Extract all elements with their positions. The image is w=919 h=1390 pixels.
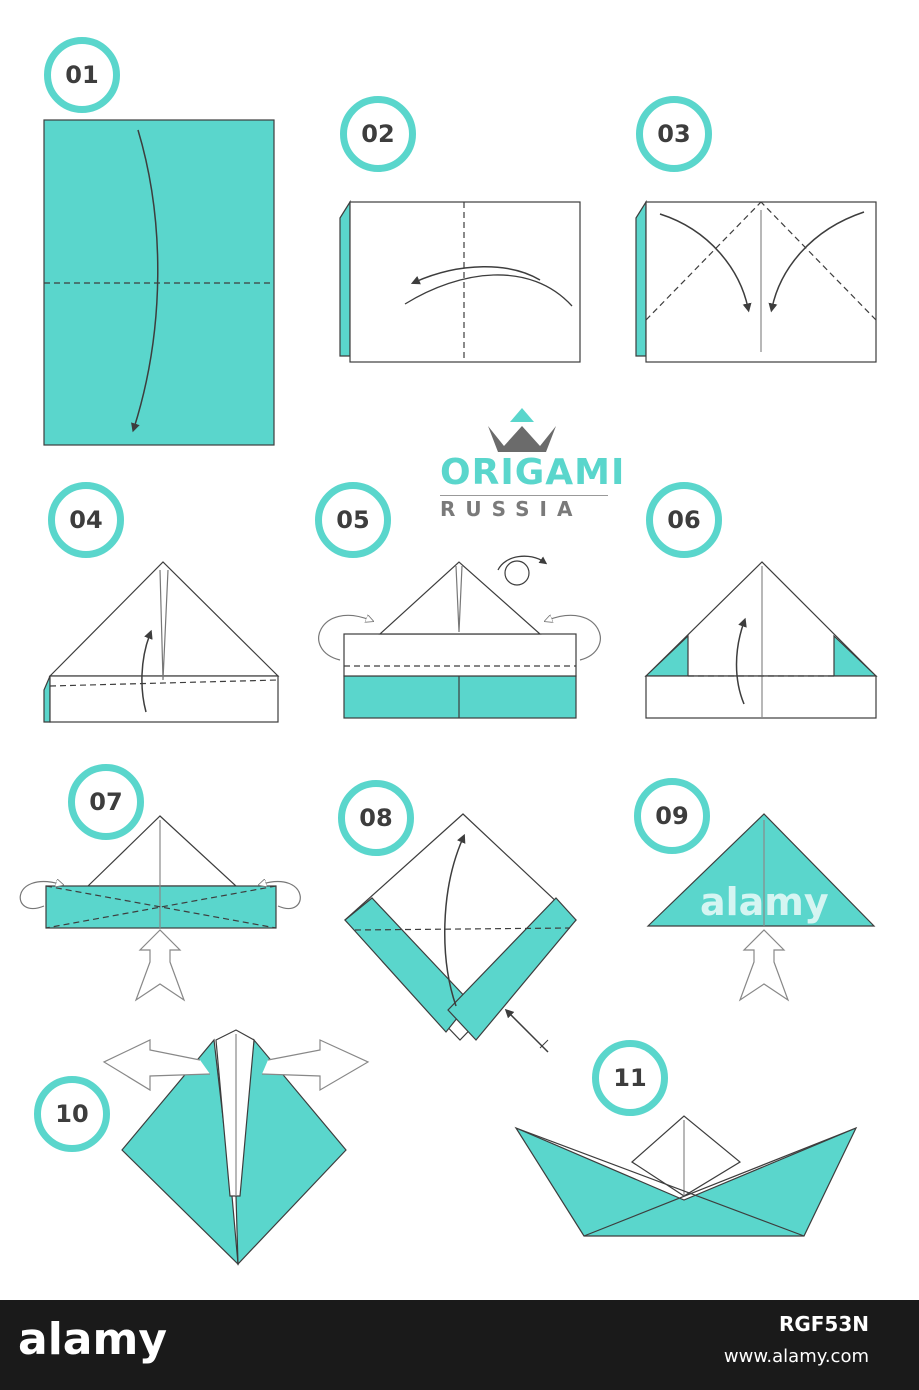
step-number: 01: [65, 61, 99, 89]
step-number: 08: [359, 804, 393, 832]
step-08-badge: 08: [338, 780, 414, 856]
step-number: 09: [655, 802, 689, 830]
step-06-badge: 06: [646, 482, 722, 558]
crown-icon: [488, 408, 556, 452]
footer-url[interactable]: www.alamy.com: [723, 1346, 869, 1367]
step-03-figure: [635, 199, 877, 363]
watermark: alamy: [700, 880, 829, 924]
step-03-badge: 03: [636, 96, 712, 172]
step-05-figure: [318, 555, 601, 719]
image-code: RGF53N: [778, 1312, 869, 1336]
step-10-figure: [102, 1029, 370, 1266]
step-number: 06: [667, 506, 701, 534]
step-number: 11: [613, 1064, 647, 1092]
origami-diagram: [19, 119, 878, 1266]
step-number: 07: [89, 788, 123, 816]
step-number: 05: [336, 506, 370, 534]
step-number: 10: [55, 1100, 89, 1128]
step-05-badge: 05: [315, 482, 391, 558]
step-09-figure: [646, 813, 876, 1002]
step-11-badge: 11: [592, 1040, 668, 1116]
footer-brand: alamy: [18, 1314, 167, 1365]
step-04-badge: 04: [48, 482, 124, 558]
step-02-badge: 02: [340, 96, 416, 172]
step-01-figure: [43, 119, 275, 446]
step-07-figure: [19, 815, 301, 1002]
logo-subtitle: RUSSIA: [440, 497, 583, 521]
logo-divider: [440, 495, 608, 496]
step-09-badge: 09: [634, 778, 710, 854]
logo-title: ORIGAMI: [440, 452, 626, 493]
step-01-badge: 01: [44, 37, 120, 113]
step-08-figure: [344, 813, 577, 1053]
step-10-badge: 10: [34, 1076, 110, 1152]
step-04-figure: [43, 561, 280, 723]
step-number: 04: [69, 506, 103, 534]
step-number: 03: [657, 120, 691, 148]
step-07-badge: 07: [68, 764, 144, 840]
step-number: 02: [361, 120, 395, 148]
footer-bar: alamy RGF53N www.alamy.com: [0, 1300, 919, 1390]
step-11-figure: [514, 1115, 858, 1237]
step-02-figure: [339, 199, 581, 363]
step-06-figure: [644, 561, 878, 719]
